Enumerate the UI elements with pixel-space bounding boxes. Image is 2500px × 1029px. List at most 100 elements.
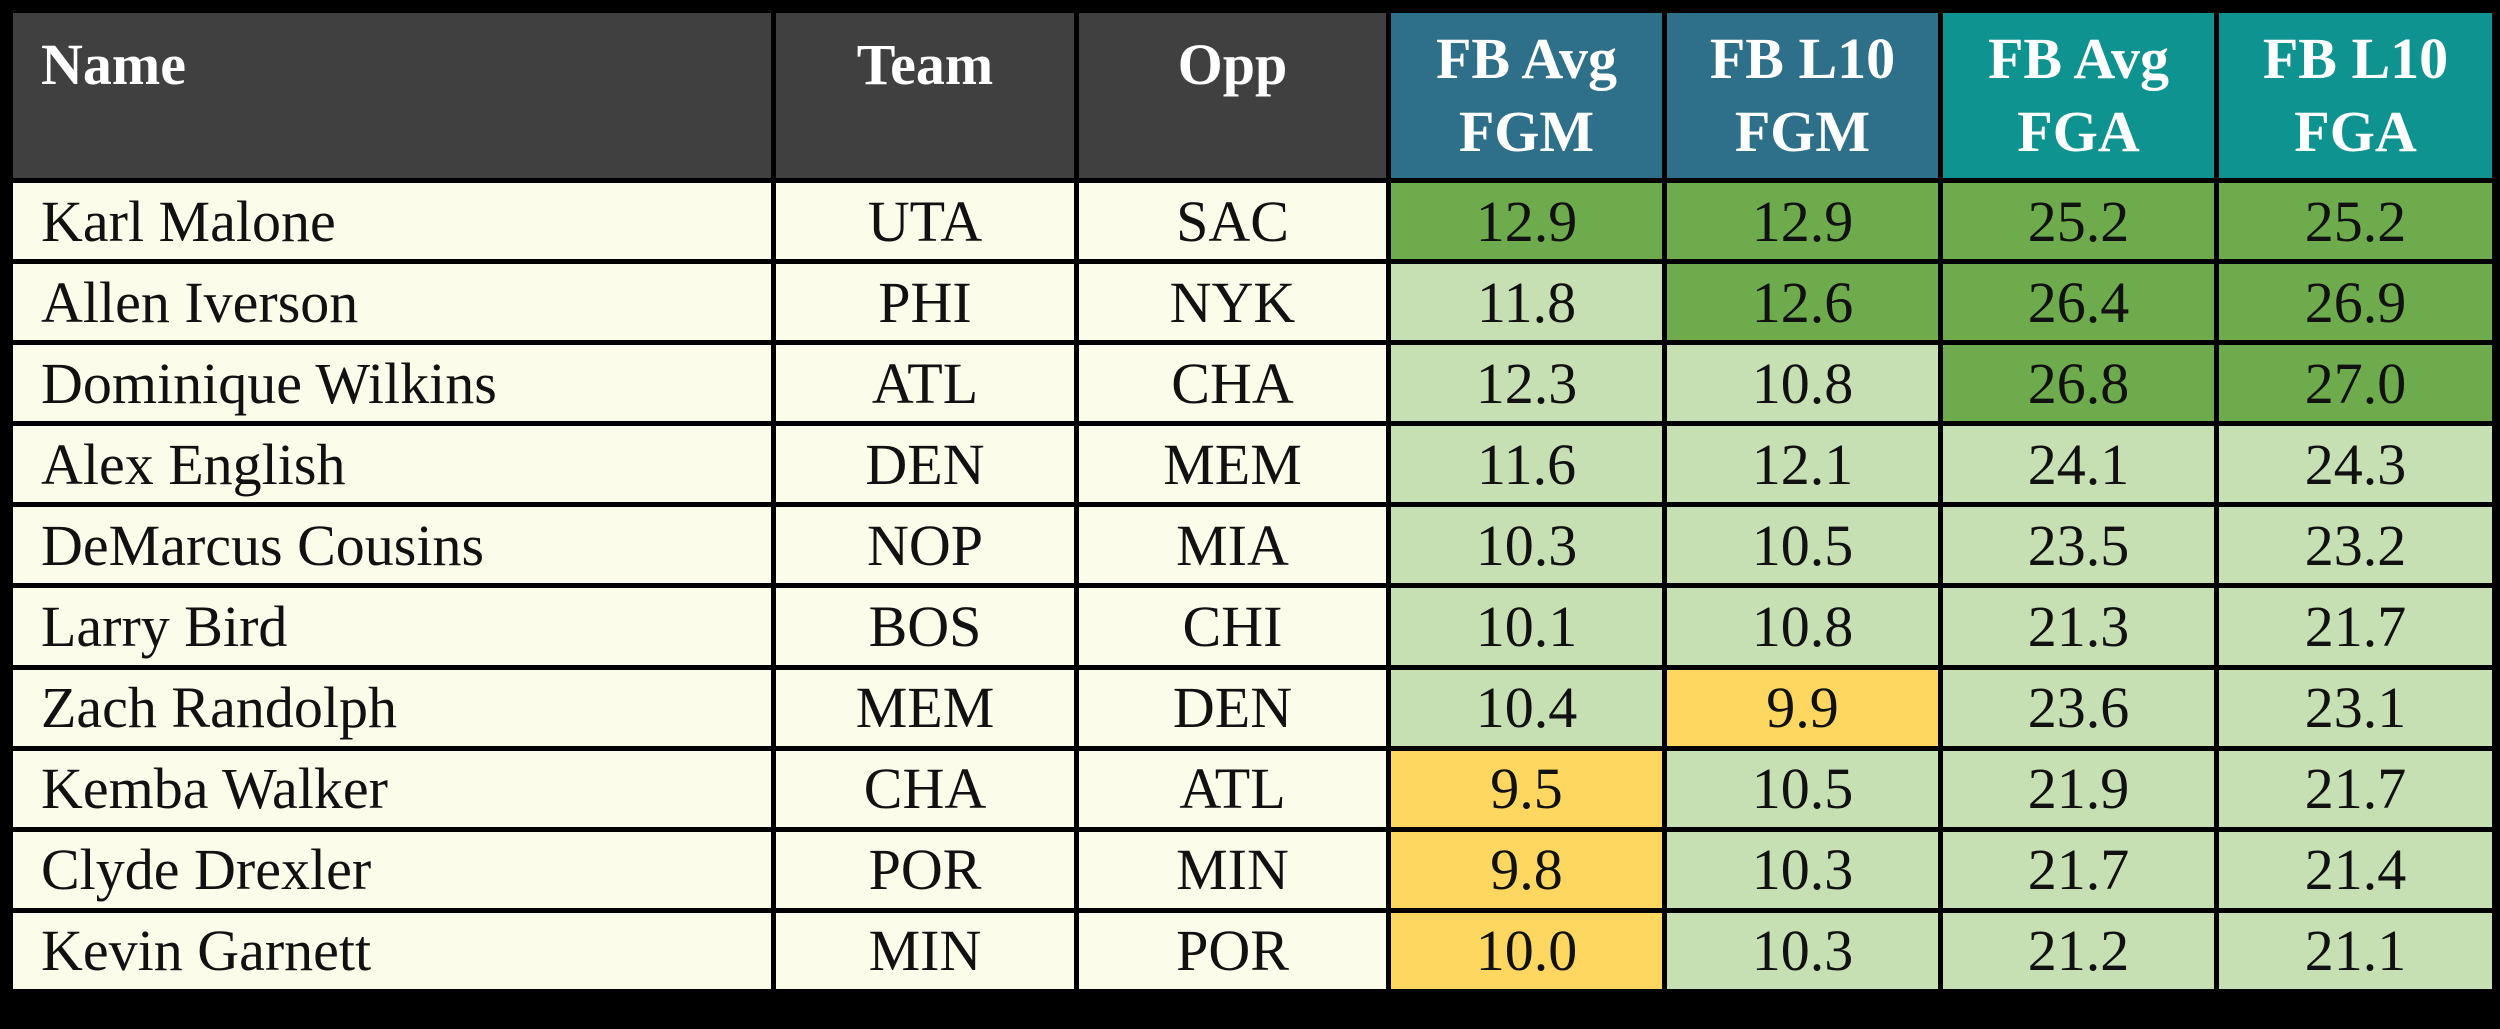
table-row: Alex English DEN MEM 11.6 12.1 24.1 24.3 (8, 421, 2497, 508)
player-name-cell: Alex English (8, 421, 776, 508)
stat-cell-fb-l10-fgm: 12.9 (1662, 177, 1943, 265)
stat-cell-fb-l10-fga: 23.1 (2214, 664, 2497, 751)
header-line: FB L10 (1709, 26, 1896, 91)
header-line: FB Avg (1988, 26, 2169, 91)
opp-cell: MIA (1074, 502, 1391, 589)
stat-cell-fb-l10-fga: 24.3 (2214, 421, 2497, 508)
header-line: FGM (1734, 98, 1871, 164)
stat-cell-fb-avg-fga: 26.4 (1938, 259, 2219, 346)
column-header-fb-l10-fgm: FB L10 FGM (1662, 8, 1943, 183)
player-name-cell: Larry Bird (8, 583, 776, 670)
stat-cell-fb-avg-fgm: 11.6 (1386, 421, 1667, 508)
table-row: Clyde Drexler POR MIN 9.8 10.3 21.7 21.4 (8, 826, 2497, 913)
header-line: FGA (2017, 98, 2140, 164)
stat-cell-fb-l10-fgm: 10.5 (1662, 745, 1943, 832)
header-line: FGM (1458, 98, 1595, 164)
header-line: FB L10 (2262, 26, 2449, 91)
column-header-fb-avg-fga: FB Avg FGA (1938, 8, 2219, 183)
stat-cell-fb-avg-fga: 21.3 (1938, 583, 2219, 670)
stat-cell-fb-avg-fga: 21.2 (1938, 907, 2219, 995)
player-name-cell: Zach Randolph (8, 664, 776, 751)
team-cell: MEM (771, 664, 1079, 751)
header-line: FGA (2294, 98, 2417, 164)
stat-cell-fb-avg-fgm: 11.8 (1386, 259, 1667, 346)
stat-cell-fb-avg-fga: 21.7 (1938, 826, 2219, 913)
opp-cell: MIN (1074, 826, 1391, 913)
opp-cell: CHA (1074, 340, 1391, 427)
table-header: Name Team Opp FB Avg FGM FB L10 FGM FB A… (8, 8, 2497, 183)
team-cell: BOS (771, 583, 1079, 670)
player-stats-table: Name Team Opp FB Avg FGM FB L10 FGM FB A… (8, 8, 2497, 995)
header-line: FB Avg (1436, 26, 1617, 91)
stat-cell-fb-avg-fgm: 10.0 (1386, 907, 1667, 995)
opp-cell: ATL (1074, 745, 1391, 832)
table-row: Kemba Walker CHA ATL 9.5 10.5 21.9 21.7 (8, 745, 2497, 832)
stat-cell-fb-l10-fgm: 10.5 (1662, 502, 1943, 589)
table-body: Karl Malone UTA SAC 12.9 12.9 25.2 25.2 … (8, 177, 2497, 995)
table-row: Zach Randolph MEM DEN 10.4 9.9 23.6 23.1 (8, 664, 2497, 751)
team-cell: POR (771, 826, 1079, 913)
opp-cell: MEM (1074, 421, 1391, 508)
column-header-name: Name (8, 8, 776, 183)
stat-cell-fb-avg-fga: 23.6 (1938, 664, 2219, 751)
stat-cell-fb-avg-fgm: 9.5 (1386, 745, 1667, 832)
team-cell: UTA (771, 177, 1079, 265)
stat-cell-fb-avg-fgm: 9.8 (1386, 826, 1667, 913)
player-name-cell: Kevin Garnett (8, 907, 776, 995)
table-row: Larry Bird BOS CHI 10.1 10.8 21.3 21.7 (8, 583, 2497, 670)
stat-cell-fb-l10-fgm: 10.8 (1662, 583, 1943, 670)
table-row: Kevin Garnett MIN POR 10.0 10.3 21.2 21.… (8, 907, 2497, 995)
stat-cell-fb-avg-fgm: 10.3 (1386, 502, 1667, 589)
stat-cell-fb-avg-fgm: 12.3 (1386, 340, 1667, 427)
opp-cell: CHI (1074, 583, 1391, 670)
stat-cell-fb-l10-fgm: 10.8 (1662, 340, 1943, 427)
stat-cell-fb-l10-fga: 26.9 (2214, 259, 2497, 346)
opp-cell: POR (1074, 907, 1391, 995)
player-name-cell: DeMarcus Cousins (8, 502, 776, 589)
stat-cell-fb-avg-fgm: 10.4 (1386, 664, 1667, 751)
team-cell: NOP (771, 502, 1079, 589)
team-cell: CHA (771, 745, 1079, 832)
team-cell: ATL (771, 340, 1079, 427)
stat-cell-fb-avg-fga: 25.2 (1938, 177, 2219, 265)
table-row: Karl Malone UTA SAC 12.9 12.9 25.2 25.2 (8, 177, 2497, 265)
stat-cell-fb-avg-fga: 23.5 (1938, 502, 2219, 589)
stat-cell-fb-avg-fga: 26.8 (1938, 340, 2219, 427)
stat-cell-fb-l10-fga: 23.2 (2214, 502, 2497, 589)
stat-cell-fb-avg-fga: 24.1 (1938, 421, 2219, 508)
table-row: Allen Iverson PHI NYK 11.8 12.6 26.4 26.… (8, 259, 2497, 346)
stat-cell-fb-l10-fga: 21.7 (2214, 745, 2497, 832)
stat-cell-fb-l10-fga: 21.7 (2214, 583, 2497, 670)
table-row: Dominique Wilkins ATL CHA 12.3 10.8 26.8… (8, 340, 2497, 427)
stat-cell-fb-l10-fga: 21.1 (2214, 907, 2497, 995)
player-name-cell: Clyde Drexler (8, 826, 776, 913)
stat-cell-fb-l10-fgm: 10.3 (1662, 907, 1943, 995)
team-cell: PHI (771, 259, 1079, 346)
stat-cell-fb-l10-fgm: 12.1 (1662, 421, 1943, 508)
header-row: Name Team Opp FB Avg FGM FB L10 FGM FB A… (8, 8, 2497, 183)
stat-cell-fb-avg-fga: 21.9 (1938, 745, 2219, 832)
opp-cell: SAC (1074, 177, 1391, 265)
table-row: DeMarcus Cousins NOP MIA 10.3 10.5 23.5 … (8, 502, 2497, 589)
stat-cell-fb-l10-fga: 21.4 (2214, 826, 2497, 913)
stat-cell-fb-avg-fgm: 10.1 (1386, 583, 1667, 670)
column-header-fb-avg-fgm: FB Avg FGM (1386, 8, 1667, 183)
player-name-cell: Allen Iverson (8, 259, 776, 346)
player-name-cell: Karl Malone (8, 177, 776, 265)
opp-cell: NYK (1074, 259, 1391, 346)
column-header-fb-l10-fga: FB L10 FGA (2214, 8, 2497, 183)
stat-cell-fb-l10-fgm: 12.6 (1662, 259, 1943, 346)
stat-cell-fb-l10-fgm: 9.9 (1662, 664, 1943, 751)
player-name-cell: Dominique Wilkins (8, 340, 776, 427)
team-cell: DEN (771, 421, 1079, 508)
column-header-opp: Opp (1074, 8, 1391, 183)
stat-cell-fb-l10-fga: 25.2 (2214, 177, 2497, 265)
stat-cell-fb-l10-fgm: 10.3 (1662, 826, 1943, 913)
stat-cell-fb-l10-fga: 27.0 (2214, 340, 2497, 427)
player-name-cell: Kemba Walker (8, 745, 776, 832)
team-cell: MIN (771, 907, 1079, 995)
column-header-team: Team (771, 8, 1079, 183)
stat-cell-fb-avg-fgm: 12.9 (1386, 177, 1667, 265)
opp-cell: DEN (1074, 664, 1391, 751)
